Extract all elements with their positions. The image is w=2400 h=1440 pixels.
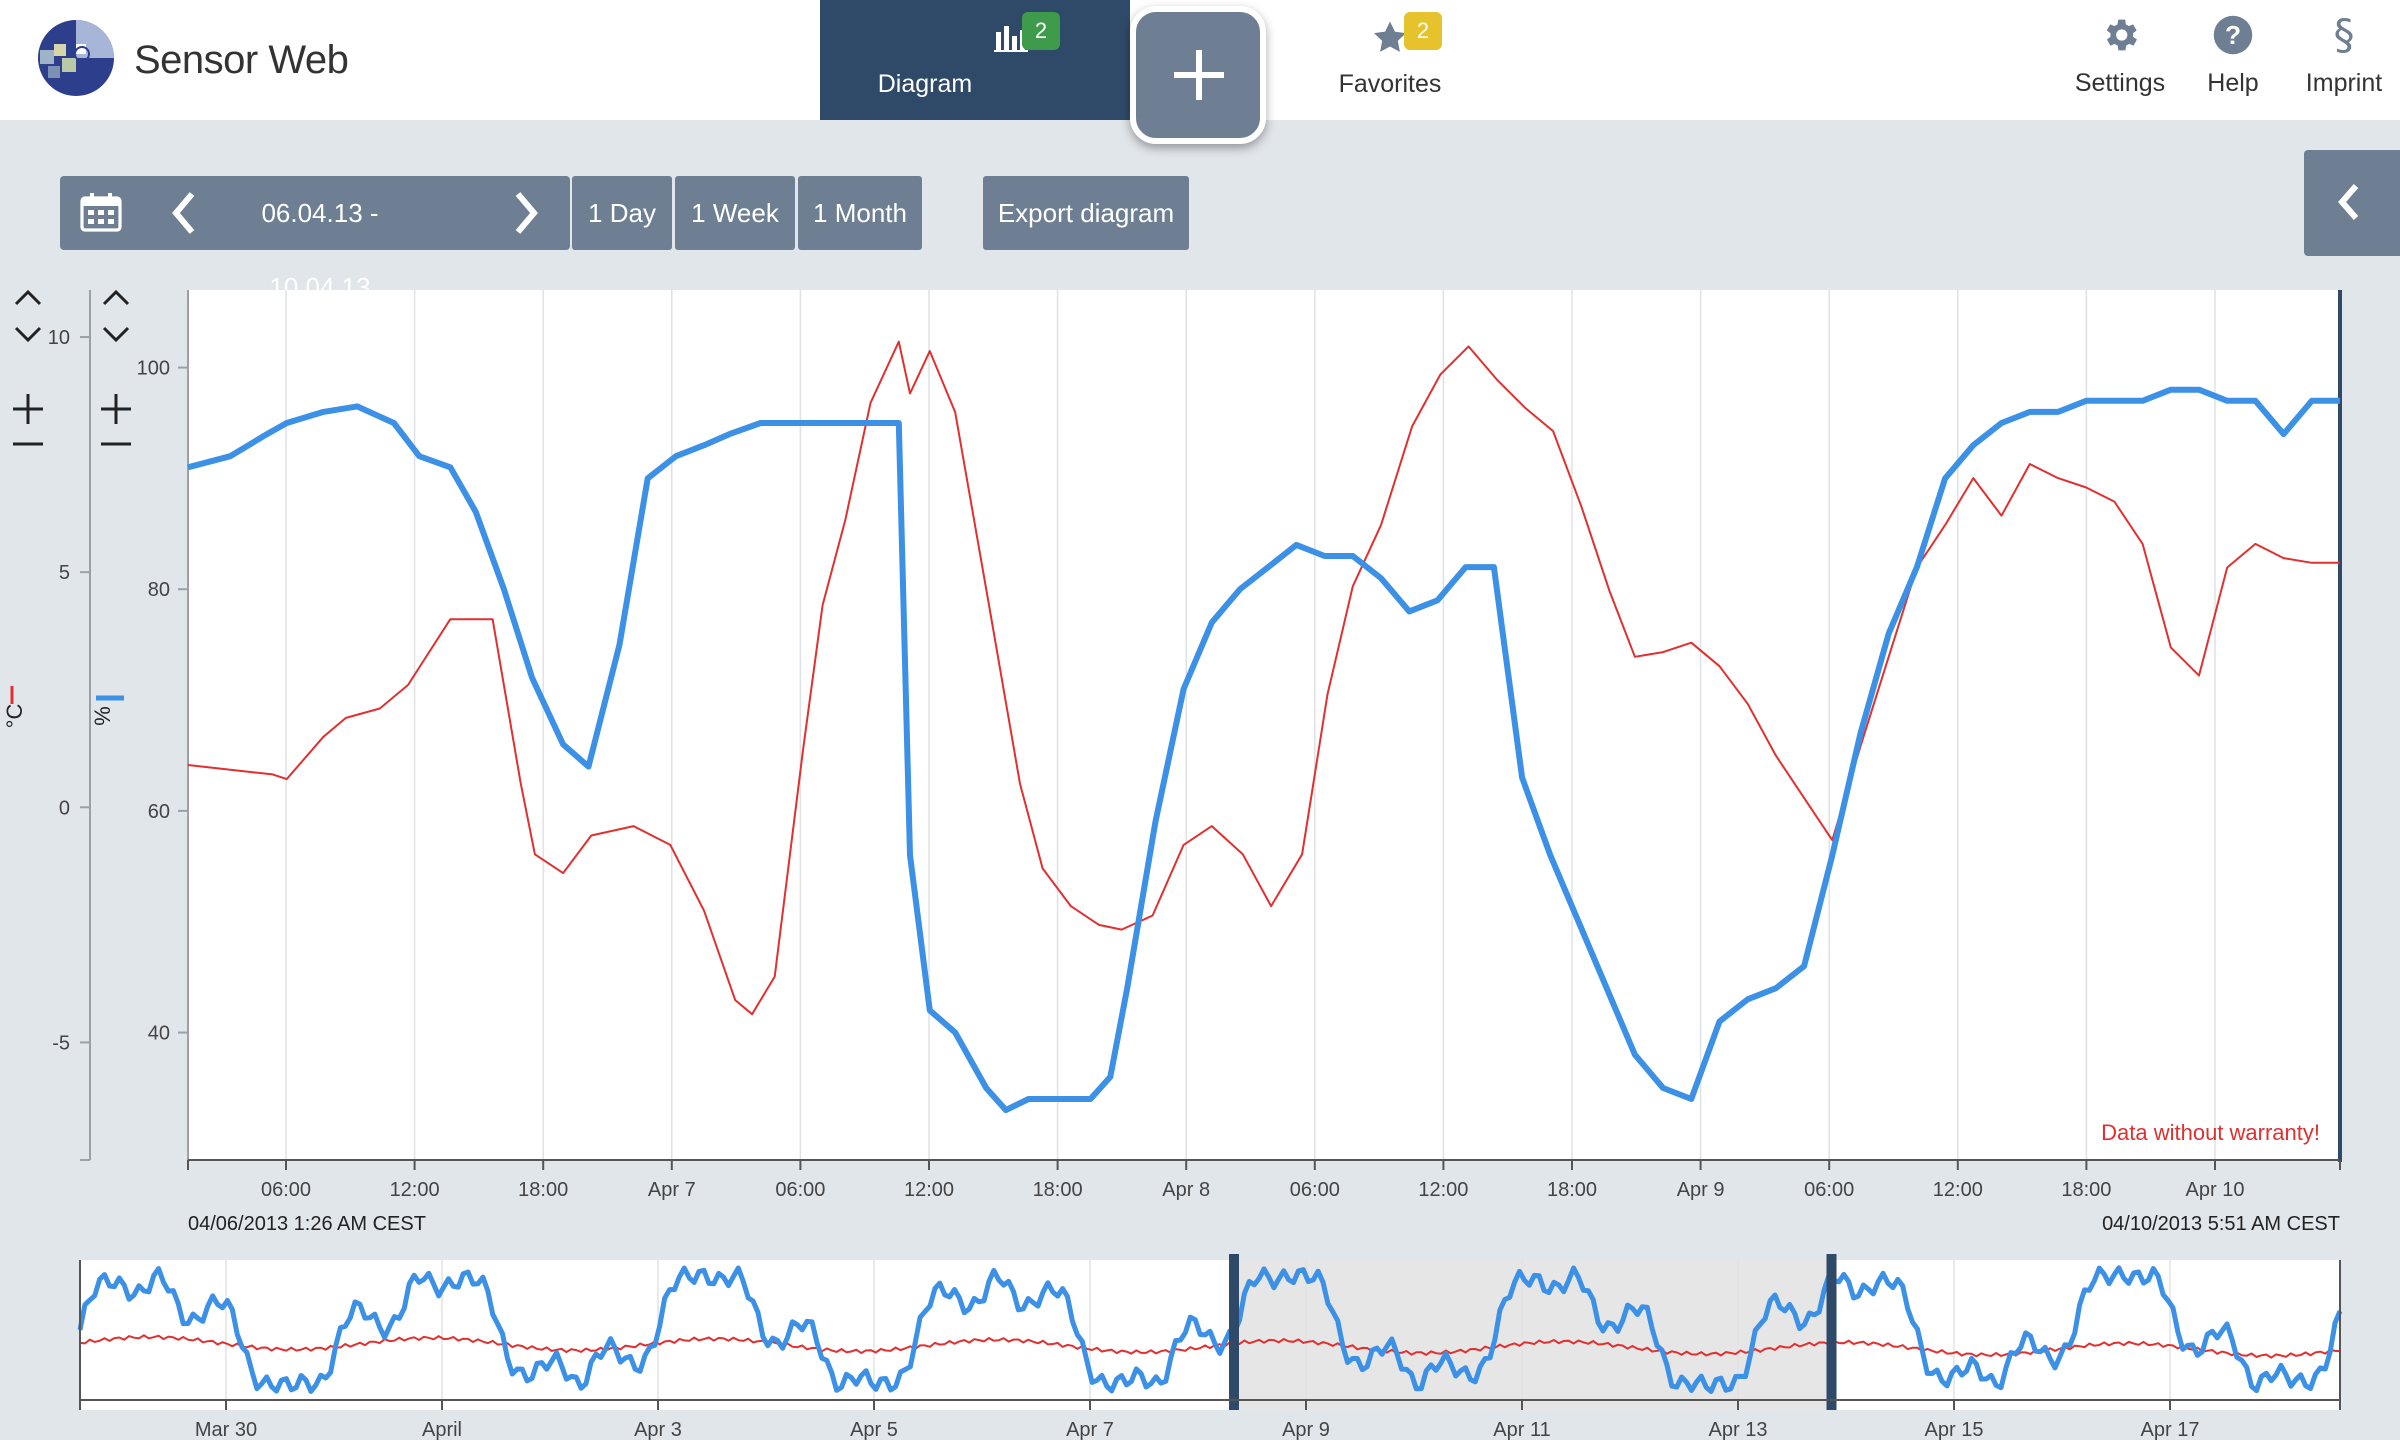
plus-icon — [1174, 50, 1224, 100]
x-tick-label: 12:00 — [390, 1179, 440, 1201]
x-tick-label: 06:00 — [1290, 1179, 1340, 1201]
x-start-label: 04/06/2013 1:26 AM CEST — [188, 1213, 426, 1235]
y-ticks-temp: 10 5 0 -5 — [48, 327, 90, 1054]
add-dataset-button[interactable] — [1130, 6, 1266, 144]
chevron-left-icon — [2338, 184, 2359, 220]
section-icon: § — [2334, 10, 2355, 59]
y-tick-label-humidity: 80 — [148, 579, 170, 601]
chevron-down-icon[interactable] — [14, 326, 42, 343]
chevron-left-icon[interactable] — [170, 190, 198, 236]
plus-icon[interactable] — [13, 394, 43, 424]
nav-diagram-label: Diagram — [877, 70, 973, 98]
x-tick-label: 12:00 — [1418, 1179, 1468, 1201]
y-tick-label-temp: 5 — [59, 562, 70, 584]
collapse-panel-button[interactable] — [2304, 150, 2400, 256]
y-tick-label-humidity: 100 — [137, 358, 170, 380]
one-day-button[interactable]: 1 Day — [572, 176, 672, 250]
y-tick-label-temp: -5 — [52, 1032, 70, 1054]
app-name: Sensor Web — [134, 38, 349, 82]
x-tick-label: 18:00 — [1547, 1179, 1597, 1201]
overview-x-tick-label: Apr 11 — [1493, 1419, 1550, 1440]
x-tick-label: 18:00 — [1033, 1179, 1083, 1201]
plus-icon[interactable] — [101, 394, 131, 424]
overview-x-tick-label: Apr 9 — [1282, 1419, 1330, 1440]
help-button[interactable]: ? Help — [2190, 14, 2276, 98]
calendar-icon[interactable] — [80, 192, 122, 232]
overview-x-tick-label: Mar 30 — [195, 1419, 257, 1440]
y-tick-label-humidity: 60 — [148, 801, 170, 823]
plot-area — [188, 290, 2340, 1160]
favorites-badge: 2 — [1404, 12, 1442, 50]
x-tick-label: Apr 7 — [648, 1179, 696, 1201]
chevron-down-icon[interactable] — [102, 326, 130, 343]
x-tick-label: Apr 8 — [1162, 1179, 1210, 1201]
overview-x-tick-label: Apr 3 — [634, 1419, 682, 1440]
overview-x-tick-label: Apr 13 — [1709, 1419, 1768, 1440]
imprint-button[interactable]: § Imprint — [2294, 10, 2394, 98]
nav-favorites[interactable]: Favorites — [1338, 70, 1442, 98]
x-tick-label: 18:00 — [2061, 1179, 2111, 1201]
temperature-series-line[interactable] — [187, 340, 2340, 1016]
chevron-right-icon[interactable] — [512, 190, 540, 236]
selection-handle-right[interactable] — [1826, 1254, 1837, 1410]
y-axis-unit-humidity: % — [90, 706, 115, 726]
gear-icon — [2106, 19, 2137, 51]
one-month-button[interactable]: 1 Month — [798, 176, 922, 250]
one-week-button[interactable]: 1 Week — [675, 176, 795, 250]
x-tick-label: 12:00 — [1933, 1179, 1983, 1201]
x-tick-label: 06:00 — [261, 1179, 311, 1201]
imprint-label: Imprint — [2305, 69, 2383, 97]
overview-humidity-line — [77, 1265, 2343, 1394]
x-tick-label: 06:00 — [1804, 1179, 1854, 1201]
x-tick-label: 18:00 — [518, 1179, 568, 1201]
x-end-label: 04/10/2013 5:51 AM CEST — [2102, 1213, 2340, 1235]
time-range-bar: 06.04.13 - 10.04.13 — [60, 176, 570, 302]
overview-x-tick-label: April — [422, 1419, 462, 1440]
grid-lines — [285, 290, 2216, 1160]
overview-x-tick-label: Apr 7 — [1066, 1419, 1114, 1440]
temp-axis-controls[interactable] — [13, 289, 43, 446]
chevron-up-icon[interactable] — [102, 289, 130, 306]
series-layer — [187, 340, 2340, 1114]
svg-text:?: ? — [2225, 20, 2241, 50]
warranty-note: Data without warranty! — [2101, 1120, 2320, 1145]
y-ticks-humidity: 100 80 60 40 — [137, 358, 188, 1045]
overview-x-tick-label: Apr 17 — [2141, 1419, 2200, 1440]
svg-text:§: § — [2334, 14, 2355, 56]
humidity-axis-controls[interactable] — [101, 289, 131, 446]
help-label: Help — [2207, 69, 2259, 97]
x-ticks: 06:00 12:00 18:00 Apr 7 06:00 12:00 18:00 Apr 8… — [187, 1160, 2341, 1201]
main-chart[interactable]: 06:00 12:00 18:00 Apr 7 06:00 12:00 18:00 Apr 8… — [0, 260, 2400, 1250]
diagram-badge: 2 — [1022, 12, 1060, 50]
overview-x-tick-label: Apr 15 — [1925, 1419, 1984, 1440]
overview-x-tick-label: Apr 5 — [850, 1419, 898, 1440]
y-tick-label-temp: 0 — [59, 797, 70, 819]
sensor-web-logo[interactable] — [36, 14, 116, 100]
question-icon: ? — [2213, 15, 2253, 55]
settings-button[interactable]: Settings — [2060, 14, 2180, 98]
y-axis-unit-temp: °C — [2, 704, 27, 729]
x-tick-label: 06:00 — [775, 1179, 825, 1201]
y-tick-label-temp: 10 — [48, 327, 70, 349]
overview-chart[interactable]: Mar 30 April Apr 3 Apr 5 Apr 7 Apr 9 Apr 11 Apr… — [0, 1250, 2400, 1440]
overview-series — [77, 1265, 2343, 1394]
x-tick-label: Apr 9 — [1677, 1179, 1725, 1201]
export-diagram-button[interactable]: Export diagram — [983, 176, 1189, 250]
chevron-up-icon[interactable] — [14, 289, 42, 306]
x-tick-label: Apr 10 — [2186, 1179, 2245, 1201]
humidity-series-line[interactable] — [187, 386, 2340, 1114]
overview-x-ticks: Mar 30 April Apr 3 Apr 5 Apr 7 Apr 9 Apr 11 Apr… — [195, 1400, 2200, 1440]
nav-diagram[interactable]: 2 Diagram — [820, 0, 1130, 120]
star-icon — [1372, 20, 1408, 59]
y-tick-label-humidity: 40 — [148, 1023, 170, 1045]
x-tick-label: 12:00 — [904, 1179, 954, 1201]
selection-handle-left[interactable] — [1229, 1254, 1240, 1410]
settings-label: Settings — [2074, 69, 2166, 97]
overview-temperature-line — [79, 1334, 2341, 1359]
